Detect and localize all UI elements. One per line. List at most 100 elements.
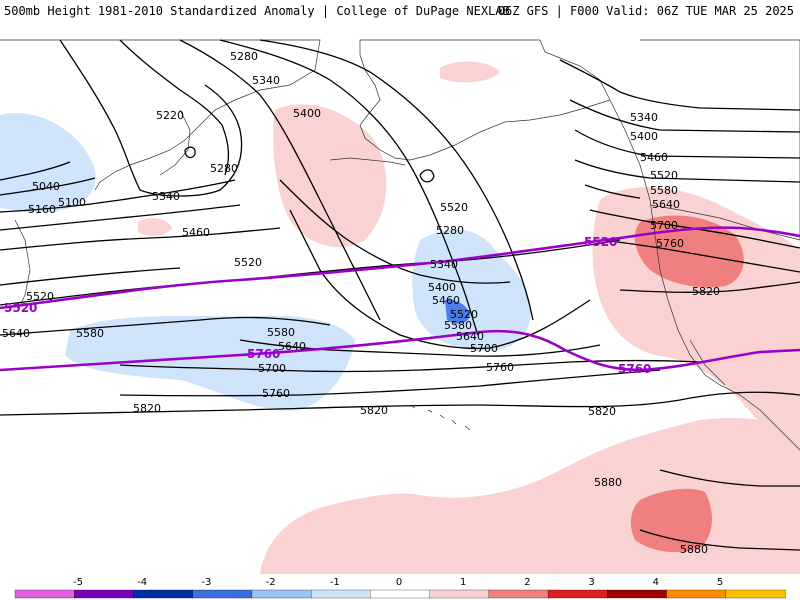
positive-anomaly-subtropics: [260, 418, 800, 574]
map-header: 500mb Height 1981-2010 Standardized Anom…: [0, 0, 800, 22]
contour-line: [589, 209, 800, 249]
anomaly-map: 5280 5340 5400 5220 5040 5100 5160 5340 …: [0, 39, 800, 574]
contour-line: [0, 391, 800, 416]
contour-label: 5160: [28, 203, 56, 216]
colorbar-segment: [725, 589, 786, 599]
colorbar-tick-label: -2: [266, 577, 276, 588]
contour-label: 5640: [652, 198, 680, 211]
kamchatka: [159, 109, 191, 176]
highlighted-contours: [0, 226, 800, 372]
colorbar-segment: [311, 589, 372, 599]
contour-line: [239, 339, 601, 357]
colorbar-segment: [14, 589, 75, 599]
colorbar-segment: [74, 589, 135, 599]
contour-label: 5640: [2, 327, 30, 340]
contour-line: [119, 39, 230, 176]
contour-line: [0, 179, 236, 213]
japan: [14, 219, 31, 311]
colorbar-tick-label: -5: [73, 577, 83, 588]
negative-anomaly-core: [445, 299, 470, 324]
contour-label: 5340: [430, 258, 458, 271]
negative-anomaly-gulf: [412, 229, 531, 352]
colorbar-tick-label: -4: [137, 577, 147, 588]
contour-label: 5820: [360, 404, 388, 417]
colorbar-segments: [14, 589, 786, 599]
contour-line: [584, 184, 641, 199]
colorbar-tick-label: 5: [717, 577, 723, 588]
contour-label: 5580: [650, 184, 678, 197]
contour-label: 5760: [656, 237, 684, 250]
contour-label: 5280: [210, 162, 238, 175]
contour-label: 5460: [182, 226, 210, 239]
colorbar-tick-label: 2: [524, 577, 530, 588]
contour-labels: 5280 5340 5400 5220 5040 5100 5160 5340 …: [2, 50, 720, 556]
contour-label: 5340: [252, 74, 280, 87]
colorbar-ticks: -5 -4 -3 -2 -1 0 1 2 3 4 5: [73, 577, 723, 588]
contour-line: [184, 146, 196, 159]
colorbar-segment: [547, 589, 608, 599]
contour-line: [119, 359, 701, 373]
contour-line: [0, 177, 96, 196]
colorbar-segment: [607, 589, 668, 599]
contour-label: 5400: [428, 281, 456, 294]
contour-line: [259, 39, 534, 321]
colorbar-segment: [251, 589, 312, 599]
contour-label: 5220: [156, 109, 184, 122]
contour-label: 5760: [486, 361, 514, 374]
contour-label: 5280: [436, 224, 464, 237]
height-contours: [0, 39, 800, 551]
contour-label: 5700: [650, 219, 678, 232]
colorbar-segment: [370, 589, 431, 599]
colorbar-tick-label: -1: [330, 577, 340, 588]
contour-line: [639, 529, 800, 551]
contour-label: 5280: [230, 50, 258, 63]
contour-line: [569, 99, 800, 133]
contour-label: 5520: [26, 290, 54, 303]
highlight-contour-label: 5520: [584, 235, 617, 249]
positive-anomaly-west-us-strong: [634, 215, 744, 288]
highlight-contour-label: 5520: [4, 301, 37, 315]
anomaly-shading: [0, 61, 800, 574]
contour-line: [574, 129, 800, 159]
siberia-coast: [0, 39, 321, 191]
contour-line: [0, 227, 281, 251]
contour-label: 5820: [692, 285, 720, 298]
baja-california: [689, 339, 726, 386]
contour-label: 5340: [630, 111, 658, 124]
contour-label: 5880: [594, 476, 622, 489]
colorbar-tick-label: -3: [201, 577, 211, 588]
colorbar-segment: [488, 589, 549, 599]
contour-line: [659, 469, 800, 487]
contour-label: 5820: [588, 405, 616, 418]
contour-label: 5520: [450, 308, 478, 321]
highlight-contour-5760: [0, 329, 800, 372]
contour-line: [0, 316, 331, 336]
hawaii: [409, 404, 471, 431]
anomaly-colorbar: -5 -4 -3 -2 -1 0 1 2 3 4 5: [14, 577, 786, 599]
negative-anomaly-west-pacific: [0, 113, 96, 213]
colorbar-tick-label: 1: [460, 577, 466, 588]
contour-line: [0, 239, 621, 306]
contour-line: [619, 281, 800, 293]
contour-label: 5580: [267, 326, 295, 339]
contour-line: [0, 267, 181, 286]
contour-line: [119, 369, 661, 397]
positive-anomaly-small: [138, 218, 172, 237]
contour-label: 5520: [440, 201, 468, 214]
positive-anomaly-subtropics-strong: [630, 488, 712, 553]
positive-anomaly-arctic: [440, 61, 500, 83]
highlight-contour-5520: [0, 226, 800, 310]
contour-label: 5400: [293, 107, 321, 120]
contour-line: [179, 39, 381, 321]
contour-label: 5340: [152, 190, 180, 203]
colorbar-tick-label: 4: [653, 577, 659, 588]
colorbar-tick-label: 0: [396, 577, 402, 588]
contour-label: 5760: [262, 387, 290, 400]
contour-label: 5640: [456, 330, 484, 343]
negative-anomaly-central-pacific: [65, 315, 355, 411]
contour-line: [279, 179, 511, 284]
contour-label: 5580: [444, 319, 472, 332]
contour-line: [419, 169, 435, 183]
contour-line: [0, 161, 71, 181]
positive-anomaly-bering: [273, 104, 387, 248]
